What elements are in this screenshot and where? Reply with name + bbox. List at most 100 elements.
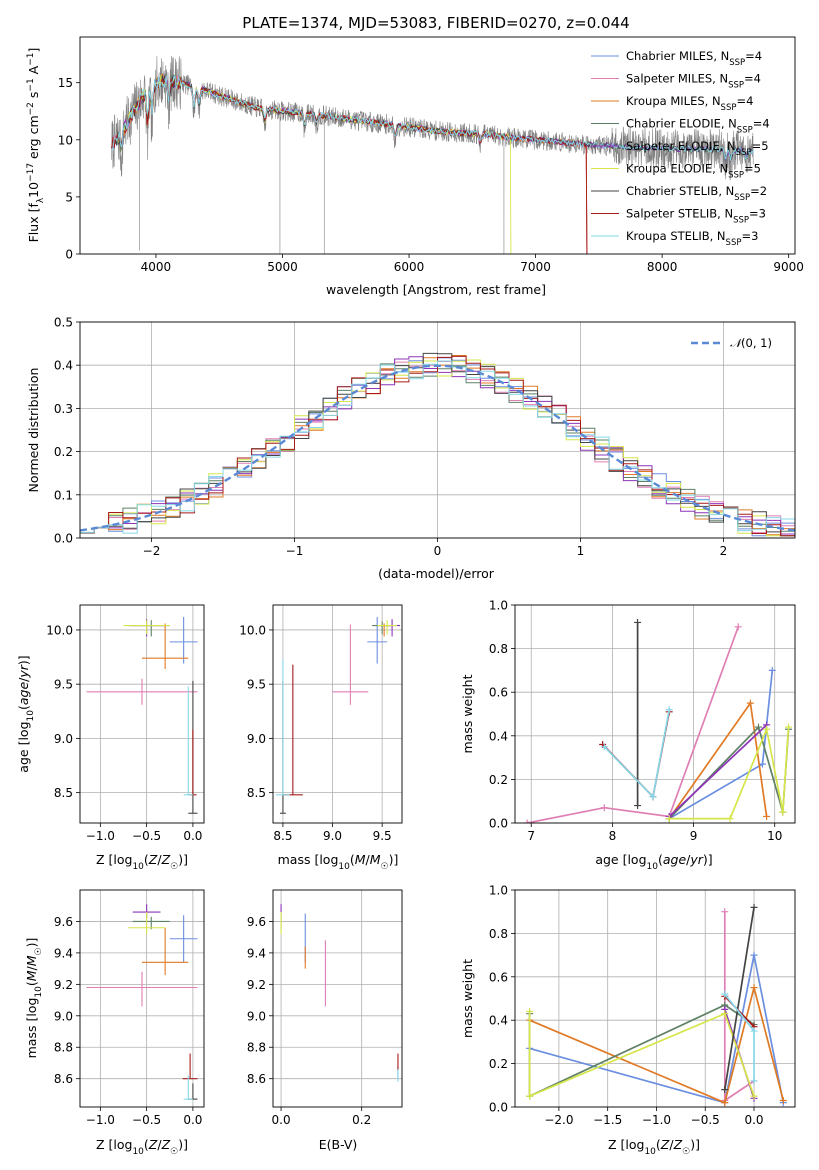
mass-weight-marker [600,743,608,751]
mass-weight-marker [526,1092,534,1100]
errorbar-point [183,686,193,796]
errorbar-point [86,678,198,705]
errorbar-point [86,971,198,1007]
axes-spectrum: 4000 5000 6000 7000 8000 9000 0 5 10 15 Chabrier M… [26,36,804,297]
legend-label: Salpeter STELIB, NSSP=3 [626,207,766,226]
y-tick-label: 1.0 [489,884,508,898]
mass-weight-line [529,954,785,1104]
y-tick-label: 0.0 [489,817,508,831]
x-tick-label: −0.5 [132,829,161,843]
mass-weight-marker [763,725,771,733]
legend-label: Kroupa MILES, NSSP=4 [626,94,753,113]
y-tick-label: 0.6 [489,970,508,984]
y-tick-label: 8.6 [54,1072,73,1086]
plot-area-mass_vs_Z [86,904,198,1100]
legend-label: Chabrier MILES, NSSP=4 [626,49,762,68]
mass-weight-marker [721,1086,729,1094]
plot-area-age_vs_Z [86,616,198,814]
x-tick-label: −1.5 [593,1113,622,1127]
residual-legend: 𝒩(0, 1) [691,336,772,350]
x-tick-label: 6000 [394,260,425,274]
x-axis-label: age [log10(age/yr)] [595,852,712,872]
x-axis-label: mass [log10(M/M☉)] [278,852,399,872]
x-tick-label: −2 [143,544,161,558]
axes-frame [79,321,796,539]
mass-weight-marker [721,1010,729,1018]
x-tick-label: 0.0 [272,1113,291,1127]
mass-weight-marker [634,802,642,810]
x-tick-label: 9 [690,829,698,843]
axes-mass_weight_vs_Z: −2.0 −1.5 −1.0 −0.5 0.0 0.0 0.2 0.4 0.6 0.8 1.0 Z [… [460,884,796,1157]
mass-weight-marker [763,812,771,820]
mass-weight-line [529,987,785,1104]
axes-frame [272,604,403,824]
legend-label: Salpeter ELODIE, NSSP=5 [626,139,769,158]
x-axis-label: wavelength [Angstrom, rest frame] [326,282,546,297]
y-axis-label: mass weight [460,959,475,1038]
y-tick-label: 9.0 [247,1009,266,1023]
mass-weight-marker [721,908,729,916]
x-tick-label: 8.5 [273,829,292,843]
y-tick-label: 8.5 [54,786,73,800]
mass-weight-marker [768,666,776,674]
errorbar-point [169,915,198,963]
errorbar-point [183,1075,193,1100]
legend-label: Salpeter MILES, NSSP=4 [626,72,761,91]
errorbar-point [377,620,398,635]
errorbar-point [275,659,290,796]
axes-residuals: −2 −1 0 1 2 0.0 0.1 0.2 0.3 0.4 0.5 𝒩(0, 1) (data-mo… [26,316,796,581]
mass-weight-marker [649,793,657,801]
y-tick-label: 5 [65,190,73,204]
x-tick-label: 9.5 [373,829,392,843]
x-tick-label: −1.0 [642,1113,671,1127]
x-axis-label: Z [log10(Z/Z☉)] [608,1137,700,1157]
mass-weight-marker [726,815,734,823]
mass-weight-marker [785,723,793,731]
x-tick-label: 0.0 [183,1113,202,1127]
y-tick-label: 9.2 [54,978,73,992]
mass-weight-marker [721,1099,729,1107]
y-tick-label: 9.6 [54,915,73,929]
mass-weight-marker [750,984,758,992]
axes-age_vs_mass: 8.5 9.0 9.5 8.5 9.0 9.5 10.0 mass [log10(M/M☉)] [239,604,403,872]
x-tick-label: 0.0 [744,1113,763,1127]
y-tick-label: 8.8 [247,1041,266,1055]
y-tick-label: 0.2 [54,445,73,459]
mass-weight-marker [750,1092,758,1100]
y-tick-label: 8.6 [247,1072,266,1086]
y-tick-label: 9.0 [54,1009,73,1023]
axes-frame [79,604,205,824]
x-tick-label: 8000 [647,260,678,274]
x-axis-label: E(B-V) [319,1137,358,1152]
y-axis-label: Normed distribution [26,368,41,493]
x-tick-label: 8 [609,829,617,843]
y-tick-label: 9.0 [247,732,266,746]
y-tick-label: 8.5 [247,786,266,800]
mass-weight-marker [750,1077,758,1085]
mass-weight-line [668,724,768,818]
mass-weight-marker [721,990,729,998]
mass-weight-line [723,907,755,1090]
mass-weight-marker [600,804,608,812]
mass-weight-marker [523,819,531,823]
x-tick-label: 9.0 [323,829,342,843]
y-tick-label: 1.0 [489,599,508,613]
plot-area-age_vs_mass [275,616,401,814]
x-tick-label: −2.0 [544,1113,573,1127]
y-axis-label: age [log10(age/yr)] [16,655,36,772]
y-tick-label: 0.6 [489,686,508,700]
y-tick-label: 0.4 [489,1014,508,1028]
axes-frame [79,889,205,1108]
x-tick-label: 0 [434,544,442,558]
axes-frame [79,36,796,255]
axes-mass_vs_EBV: 0.0 0.2 8.6 8.8 9.0 9.2 9.4 9.6 E(B-V) [247,889,403,1152]
y-tick-label: 0.2 [489,773,508,787]
x-tick-label: 2 [720,544,728,558]
y-tick-label: 0.8 [489,642,508,656]
mass-weight-marker [779,808,787,816]
y-tick-label: 8.8 [54,1041,73,1055]
residual-histogram [80,360,795,534]
y-tick-label: 9.6 [247,915,266,929]
y-tick-label: 0.3 [54,402,73,416]
